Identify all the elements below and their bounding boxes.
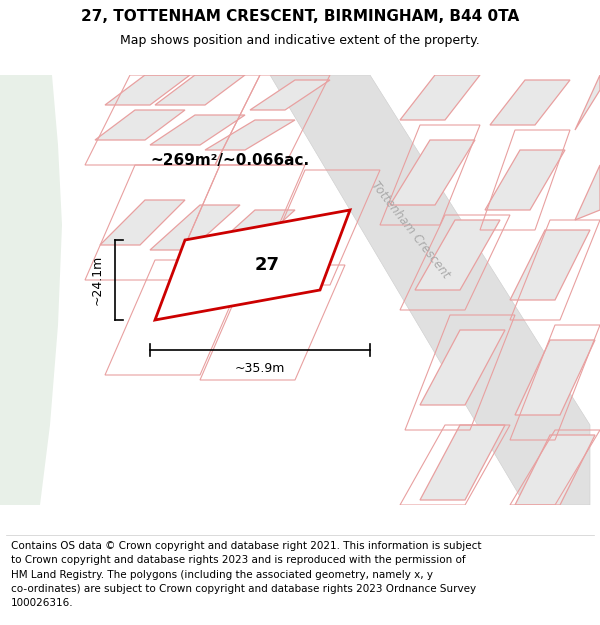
Polygon shape [390,140,475,205]
Polygon shape [95,110,185,140]
Text: Contains OS data © Crown copyright and database right 2021. This information is : Contains OS data © Crown copyright and d… [11,541,481,608]
Polygon shape [515,435,595,505]
Text: Map shows position and indicative extent of the property.: Map shows position and indicative extent… [120,34,480,48]
Polygon shape [150,115,245,145]
Polygon shape [420,425,505,500]
Polygon shape [515,340,595,415]
Polygon shape [155,75,245,105]
Text: ~24.1m: ~24.1m [91,255,104,305]
Polygon shape [575,165,600,220]
Polygon shape [400,75,480,120]
Text: 27: 27 [255,256,280,274]
Text: ~269m²/~0.066ac.: ~269m²/~0.066ac. [151,152,310,168]
Polygon shape [0,75,62,505]
Polygon shape [485,150,565,210]
Polygon shape [490,80,570,125]
Polygon shape [420,330,505,405]
Text: ~35.9m: ~35.9m [235,361,285,374]
Polygon shape [575,75,600,130]
Polygon shape [415,220,500,290]
Polygon shape [205,120,295,150]
Text: Tottenham Crescent: Tottenham Crescent [368,179,452,281]
Polygon shape [510,230,590,300]
Polygon shape [250,80,330,110]
Polygon shape [100,200,185,245]
Text: 27, TOTTENHAM CRESCENT, BIRMINGHAM, B44 0TA: 27, TOTTENHAM CRESCENT, BIRMINGHAM, B44 … [81,9,519,24]
Polygon shape [205,210,295,255]
Polygon shape [270,75,590,505]
Polygon shape [105,75,190,105]
Polygon shape [155,210,350,320]
Polygon shape [150,205,240,250]
